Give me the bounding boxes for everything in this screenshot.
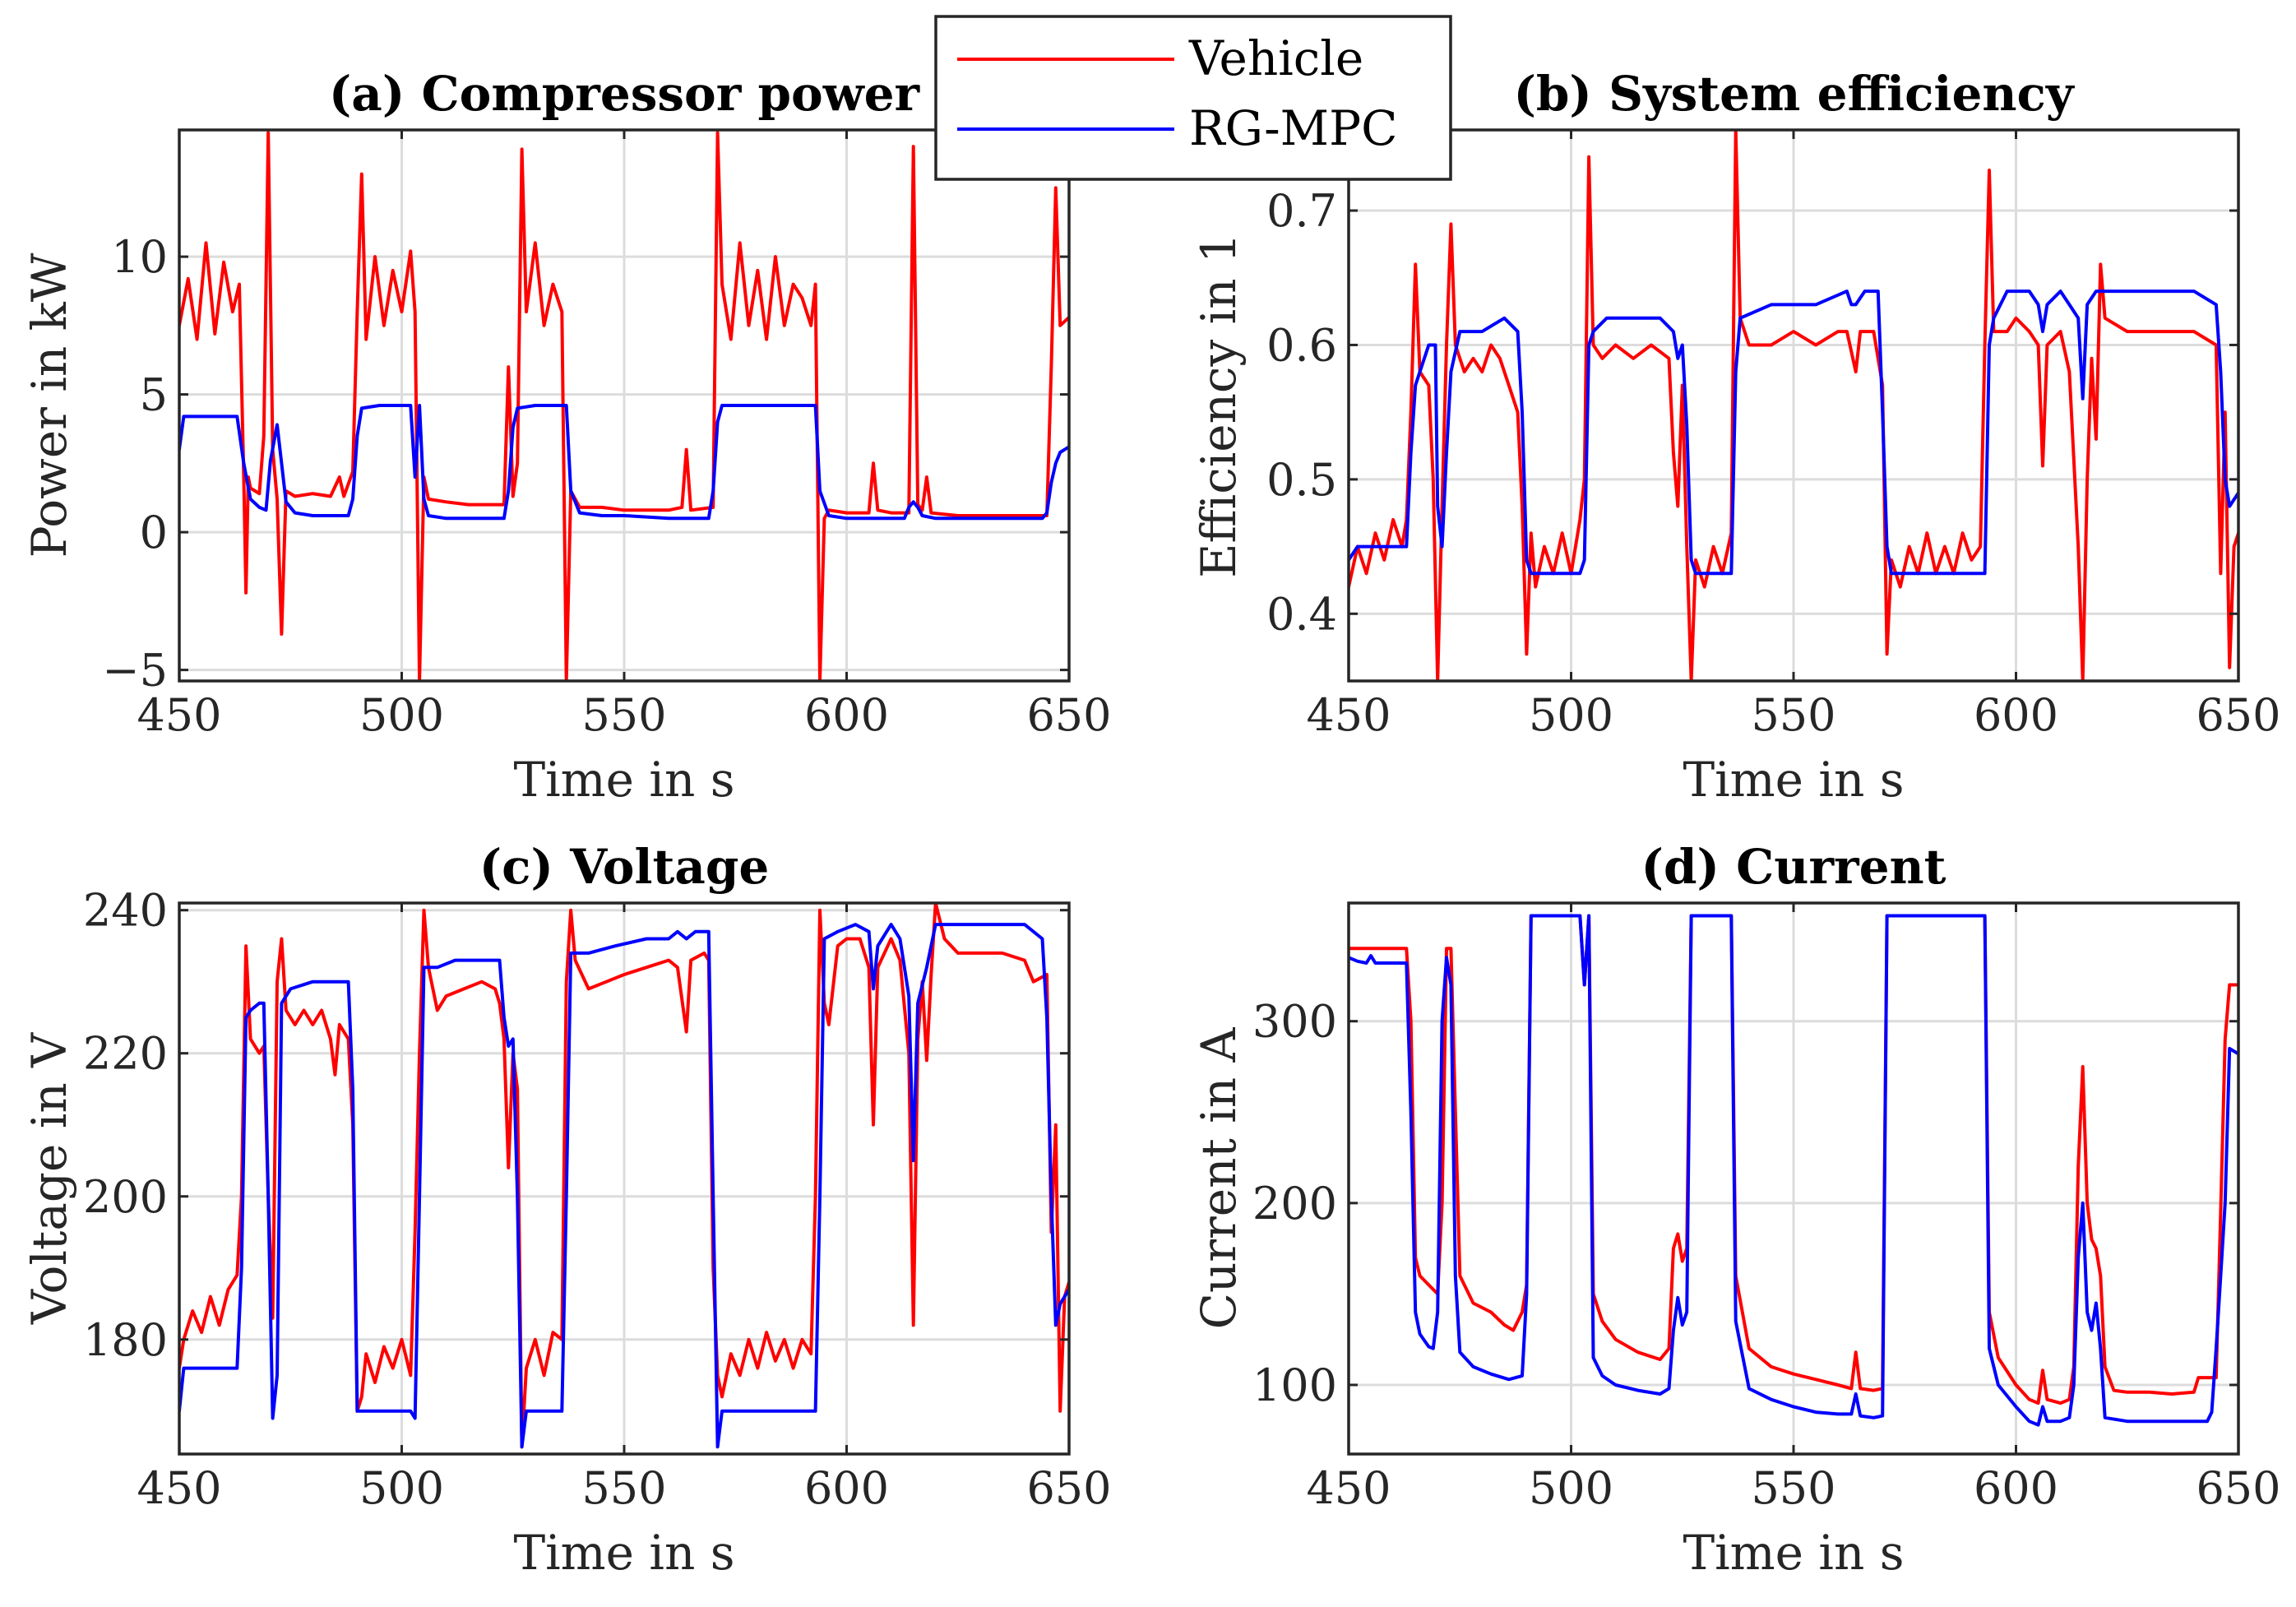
chart-title-a: (a) Compressor power [329,66,921,122]
xtick-label-c-4: 650 [1026,1462,1111,1514]
y-axis-label-c: Voltage in V [21,1032,77,1325]
ytick-label-c-3: 240 [83,885,168,937]
xtick-label-b-3: 600 [1974,689,2058,741]
series-line-a-rg-mpc [179,404,1069,521]
x-axis-label-b: Time in s [1683,752,1904,808]
xtick-label-d-1: 500 [1529,1462,1613,1514]
xtick-label-b-1: 500 [1529,689,1613,741]
ytick-label-a-2: 5 [140,369,168,421]
chart-panel-b: 450 500 550 600 650 0.4 0.5 0.6 0.7 (b) System ef… [1191,66,2281,808]
x-axis-label-c: Time in s [513,1525,734,1581]
series-line-c-vehicle [179,903,1069,1449]
ytick-label-c-2: 220 [83,1028,168,1080]
ytick-label-b-1: 0.5 [1266,454,1337,506]
legend-label-rg-mpc: RG-MPC [1189,100,1397,156]
xtick-label-a-0: 450 [137,689,221,741]
xtick-label-a-1: 500 [359,689,444,741]
series-line-d-vehicle [1349,914,2238,1406]
ytick-label-c-0: 180 [83,1314,168,1366]
xtick-label-c-3: 600 [804,1462,889,1514]
chart-panel-d: 450 500 550 600 650 100 200 300 (d) Current Time … [1191,839,2281,1581]
xtick-label-a-2: 550 [581,689,666,741]
ytick-label-b-3: 0.7 [1266,185,1337,237]
chart-panel-c: 450 500 550 600 650 180 200 220 240 (c) Voltage Ti… [21,839,1112,1581]
ytick-label-d-1: 200 [1252,1178,1337,1230]
xtick-label-a-3: 600 [804,689,889,741]
y-axis-label-b: Efficiency in 1 [1191,233,1247,578]
series-line-a-vehicle [179,131,1069,681]
xtick-label-d-4: 650 [2196,1462,2280,1514]
xtick-label-c-1: 500 [359,1462,444,1514]
series-line-c-rg-mpc [179,923,1069,1449]
ytick-label-d-0: 100 [1252,1359,1337,1411]
xtick-label-d-3: 600 [1974,1462,2058,1514]
ytick-label-a-1: 0 [140,507,168,558]
legend: Vehicle RG-MPC [934,15,1452,181]
chart-title-d: (d) Current [1641,839,1947,895]
xtick-label-b-0: 450 [1306,689,1391,741]
xtick-label-c-0: 450 [137,1462,221,1514]
x-axis-label-d: Time in s [1683,1525,1904,1581]
x-axis-label-a: Time in s [513,752,734,808]
chart-title-b: (b) System efficiency [1513,66,2075,122]
xtick-label-d-2: 550 [1751,1462,1835,1514]
series-line-d-rg-mpc [1349,914,2238,1427]
chart-title-c: (c) Voltage [479,839,770,895]
xtick-label-d-0: 450 [1306,1462,1391,1514]
ytick-label-b-2: 0.6 [1266,319,1337,371]
xtick-label-b-4: 650 [2196,689,2280,741]
xtick-label-a-4: 650 [1026,689,1111,741]
xtick-label-b-2: 550 [1751,689,1835,741]
xtick-label-c-2: 550 [581,1462,666,1514]
y-axis-label-d: Current in A [1191,1026,1247,1329]
ytick-label-b-0: 0.4 [1266,588,1337,640]
legend-box [934,15,1452,181]
chart-panel-a: 450 500 550 600 650 −5 0 5 10 (a) Compressor powe… [21,66,1112,808]
ytick-label-a-3: 10 [111,231,168,283]
y-axis-label-a: Power in kW [21,252,77,558]
legend-label-vehicle: Vehicle [1188,30,1363,86]
series-line-b-rg-mpc [1349,289,2238,576]
ytick-label-c-1: 200 [83,1171,168,1223]
ytick-label-a-0: −5 [102,645,168,697]
ytick-label-d-2: 300 [1252,996,1337,1048]
